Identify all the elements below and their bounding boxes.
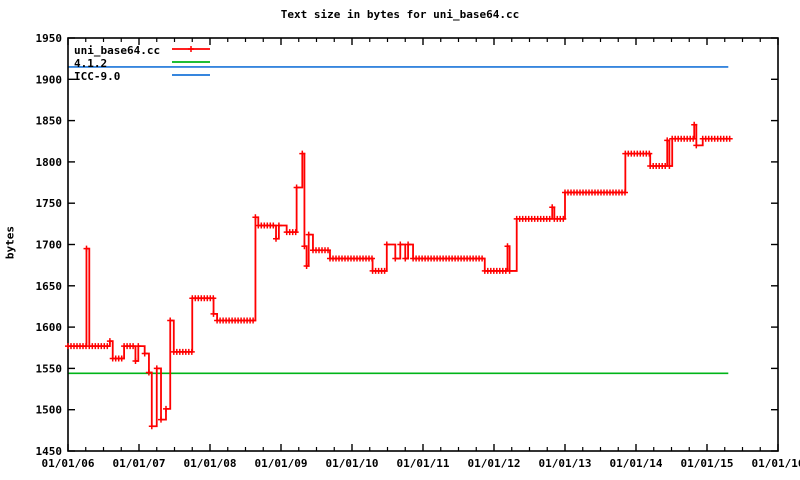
- x-axis-tick-label: 01/01/16: [752, 457, 800, 470]
- x-axis-tick-label: 01/01/11: [397, 457, 450, 470]
- y-axis-tick-label: 1950: [36, 32, 63, 45]
- legend: uni_base64.cc 4.1.2 ICC-9.0: [74, 42, 210, 83]
- y-axis-tick-label: 1700: [36, 239, 63, 252]
- y-axis-title: bytes: [3, 225, 17, 260]
- x-axis-tick-label: 01/01/14: [610, 457, 663, 470]
- x-axis-tick-label: 01/01/06: [42, 457, 95, 470]
- x-axis-tick-label: 01/01/07: [113, 457, 166, 470]
- legend-plus-marker-icon: [188, 46, 194, 52]
- y-axis-tick-label: 1500: [36, 404, 63, 417]
- data-series-markers: [65, 121, 733, 430]
- plot-border: [67, 37, 779, 452]
- y-axis-tick-label: 1650: [36, 280, 63, 293]
- legend-label: ICC-9.0: [74, 70, 121, 83]
- y-axis-tick-label: 1850: [36, 115, 63, 128]
- legend-item-4-1-2: 4.1.2: [74, 55, 210, 70]
- y-axis-tick-label: 1800: [36, 156, 63, 169]
- x-axis-tick-label: 01/01/12: [468, 457, 521, 470]
- legend-label: 4.1.2: [74, 57, 108, 70]
- y-axis-tick-label: 1550: [36, 362, 63, 375]
- x-axis-tick-label: 01/01/09: [255, 457, 308, 470]
- legend-item-uni-base64-cc: uni_base64.cc: [74, 42, 210, 57]
- legend-item-icc-9-0: ICC-9.0: [74, 68, 210, 83]
- legend-sample-line: [172, 61, 210, 63]
- y-axis-tick-label: 1600: [36, 321, 63, 334]
- y-axis-tick-label: 1750: [36, 197, 63, 210]
- x-axis-tick-label: 01/01/13: [539, 457, 592, 470]
- y-axis-tick-label: 1900: [36, 73, 63, 86]
- x-axis-tick-label: 01/01/15: [681, 457, 734, 470]
- x-axis-tick-label: 01/01/08: [184, 457, 237, 470]
- legend-sample-line: [172, 74, 210, 76]
- legend-label: uni_base64.cc: [74, 44, 161, 57]
- chart-title: Text size in bytes for uni_base64.cc: [280, 8, 520, 21]
- x-axis-tick-label: 01/01/10: [326, 457, 379, 470]
- y-axis-tick-label: 1450: [36, 445, 63, 458]
- data-series-line: [68, 123, 730, 428]
- legend-sample-line: [172, 46, 210, 52]
